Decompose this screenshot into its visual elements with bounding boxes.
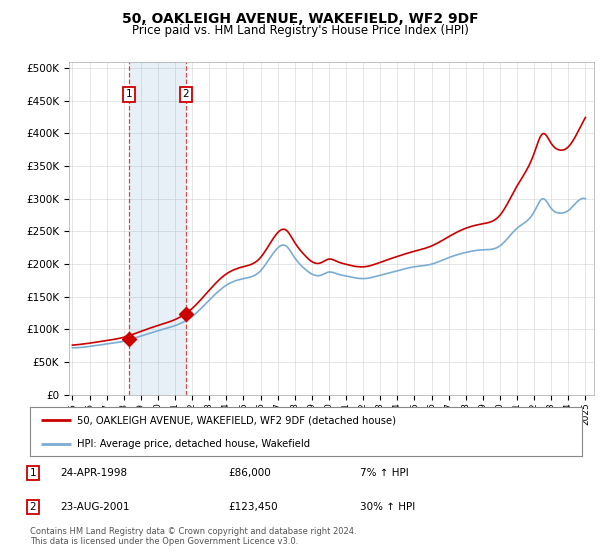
Text: £86,000: £86,000 [228,468,271,478]
Text: 50, OAKLEIGH AVENUE, WAKEFIELD, WF2 9DF: 50, OAKLEIGH AVENUE, WAKEFIELD, WF2 9DF [122,12,478,26]
Text: 50, OAKLEIGH AVENUE, WAKEFIELD, WF2 9DF (detached house): 50, OAKLEIGH AVENUE, WAKEFIELD, WF2 9DF … [77,416,396,426]
Bar [129,62,186,395]
Text: 7% ↑ HPI: 7% ↑ HPI [360,468,409,478]
Text: 24-APR-1998: 24-APR-1998 [60,468,127,478]
Text: Contains HM Land Registry data © Crown copyright and database right 2024.
This d: Contains HM Land Registry data © Crown c… [30,526,356,546]
Text: £123,450: £123,450 [228,502,278,512]
Text: 1: 1 [29,468,37,478]
Text: 23-AUG-2001: 23-AUG-2001 [60,502,130,512]
Text: 30% ↑ HPI: 30% ↑ HPI [360,502,415,512]
Text: 1: 1 [126,89,133,99]
Text: 2: 2 [29,502,37,512]
Text: HPI: Average price, detached house, Wakefield: HPI: Average price, detached house, Wake… [77,439,310,449]
Text: Price paid vs. HM Land Registry's House Price Index (HPI): Price paid vs. HM Land Registry's House … [131,24,469,37]
Text: 2: 2 [182,89,189,99]
